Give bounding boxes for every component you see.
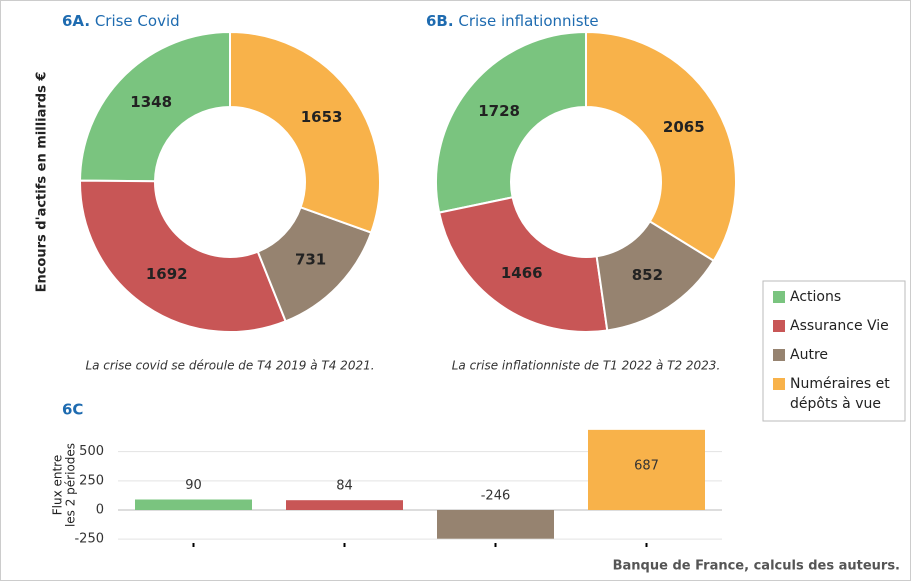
y-tick-label: 250 — [79, 473, 104, 488]
data-label: 1692 — [146, 265, 188, 283]
title-part: 6B. — [426, 12, 454, 30]
legend-label: Numéraires et dépôts à vue — [790, 376, 890, 412]
note: La crise inflationniste de T1 2022 à T2 … — [452, 359, 721, 373]
donut-slice — [78, 30, 231, 183]
donut-slice — [437, 196, 609, 333]
data-label: 1728 — [478, 102, 520, 120]
bar — [588, 429, 705, 510]
data-label: 2065 — [663, 118, 705, 136]
title-part: 6A. — [62, 12, 90, 30]
data-label: 1466 — [501, 264, 543, 282]
chart-title: 6C — [62, 401, 83, 419]
legend-swatch — [773, 320, 785, 332]
data-label: 90 — [185, 478, 202, 493]
title-part: Crise inflationniste — [458, 12, 598, 30]
note: La crise covid se déroule de T4 2019 à T… — [85, 359, 374, 373]
data-label: 852 — [632, 266, 663, 284]
bar — [135, 499, 252, 510]
legend-swatch — [773, 291, 785, 303]
legend-box — [762, 280, 906, 422]
legend-label: Actions — [790, 289, 841, 305]
legend-swatch — [773, 378, 785, 390]
data-label: 84 — [336, 479, 353, 494]
y-tick-label: 0 — [96, 503, 104, 518]
source: Banque de France, calculs des auteurs. — [613, 559, 900, 574]
donut-slice — [435, 30, 587, 214]
y-tick-label: 500 — [79, 444, 104, 459]
bar — [437, 510, 554, 539]
data-label: 1348 — [130, 93, 172, 111]
data-label: 731 — [295, 250, 326, 268]
donut-slice — [229, 30, 381, 234]
data-label: 1653 — [301, 108, 343, 126]
y-axis-label: Flux entre — [51, 455, 65, 516]
title-part: Crise Covid — [95, 12, 180, 30]
y-axis-label: Encours d'actifs en milliards € — [35, 72, 50, 293]
chart-title: 6B. Crise inflationniste — [426, 12, 599, 30]
y-axis-label: les 2 périodes — [64, 443, 78, 527]
y-tick-label: -250 — [74, 532, 104, 547]
legend-swatch — [773, 349, 785, 361]
data-label: -246 — [481, 489, 511, 504]
chart-title: 6A. Crise Covid — [62, 12, 180, 30]
donut-slice — [79, 179, 287, 333]
bar — [286, 500, 403, 510]
legend-label: Assurance Vie — [790, 318, 889, 334]
legend-label: Autre — [790, 347, 828, 363]
donut-slice — [585, 30, 737, 263]
data-label: 687 — [634, 458, 659, 473]
